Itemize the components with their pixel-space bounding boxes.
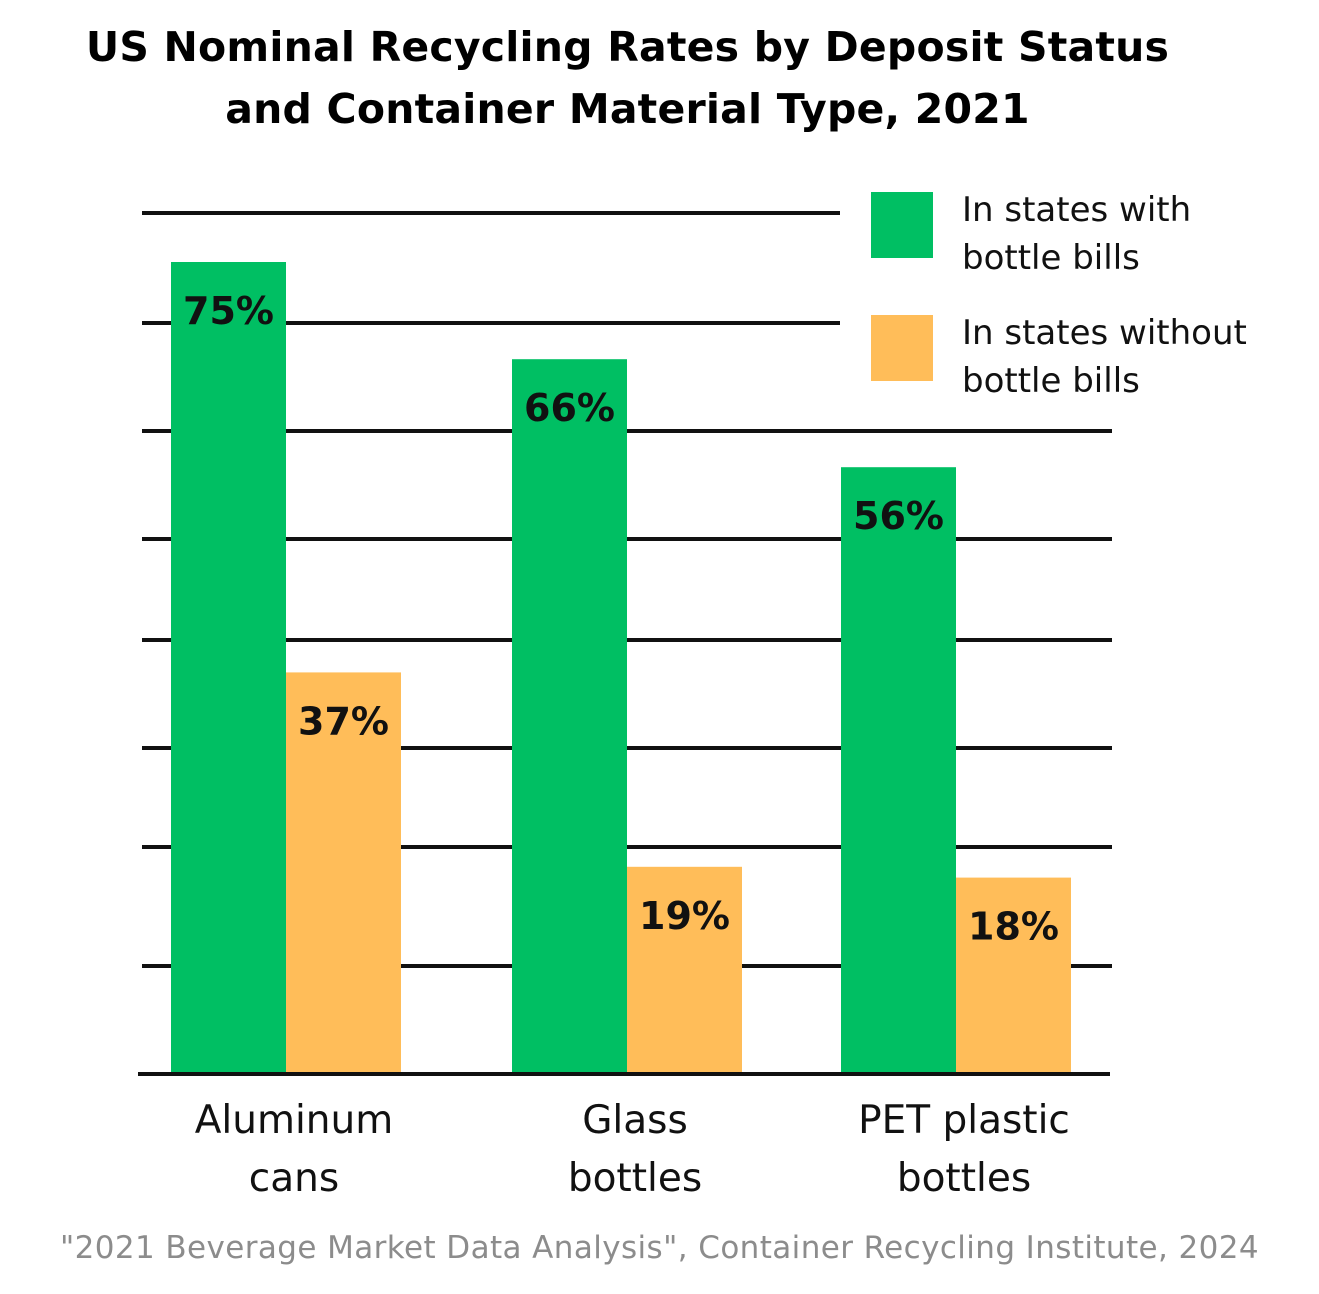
category-labels: Aluminum cans Glass bottles PET plastic bottl… — [195, 1098, 1070, 1201]
bar-without-bottle-bills — [286, 672, 401, 1072]
category-label: Glass — [582, 1098, 688, 1143]
legend-label: In states without — [962, 313, 1247, 353]
bars — [171, 262, 1071, 1072]
data-label: 37% — [298, 699, 389, 743]
legend-swatch — [871, 192, 933, 258]
legend-label: bottle bills — [962, 361, 1140, 401]
category-label: cans — [249, 1156, 339, 1201]
category-label: PET plastic — [858, 1098, 1070, 1143]
chart-title-line-2: and Container Material Type, 2021 — [225, 85, 1030, 133]
bar-without-bottle-bills — [627, 866, 742, 1072]
legend-swatch — [871, 315, 933, 381]
data-label: 56% — [853, 494, 944, 538]
chart-title-line-1: US Nominal Recycling Rates by Deposit St… — [85, 23, 1170, 71]
data-label: 18% — [968, 905, 1059, 949]
category-label: bottles — [897, 1156, 1031, 1201]
source-citation: "2021 Beverage Market Data Analysis", Co… — [59, 1230, 1260, 1266]
data-label: 75% — [183, 289, 274, 333]
legend: In states with bottle bills In states with… — [871, 190, 1247, 401]
category-label: Aluminum — [195, 1098, 394, 1143]
data-labels: 75% 66% 56% 37% 19% 18% — [183, 289, 1059, 949]
bar-with-bottle-bills — [512, 359, 627, 1072]
data-label: 66% — [524, 386, 615, 430]
data-label: 19% — [639, 894, 730, 938]
legend-label: bottle bills — [962, 238, 1140, 278]
legend-label: In states with — [962, 190, 1191, 230]
bar-without-bottle-bills — [956, 877, 1071, 1072]
bar-with-bottle-bills — [841, 467, 956, 1072]
chart-title: US Nominal Recycling Rates by Deposit St… — [0, 16, 1255, 140]
bar-with-bottle-bills — [171, 262, 286, 1072]
category-label: bottles — [568, 1156, 702, 1201]
bar-chart: 75% 66% 56% 37% 19% 18% Aluminum cans Glass bott… — [138, 190, 1247, 1201]
